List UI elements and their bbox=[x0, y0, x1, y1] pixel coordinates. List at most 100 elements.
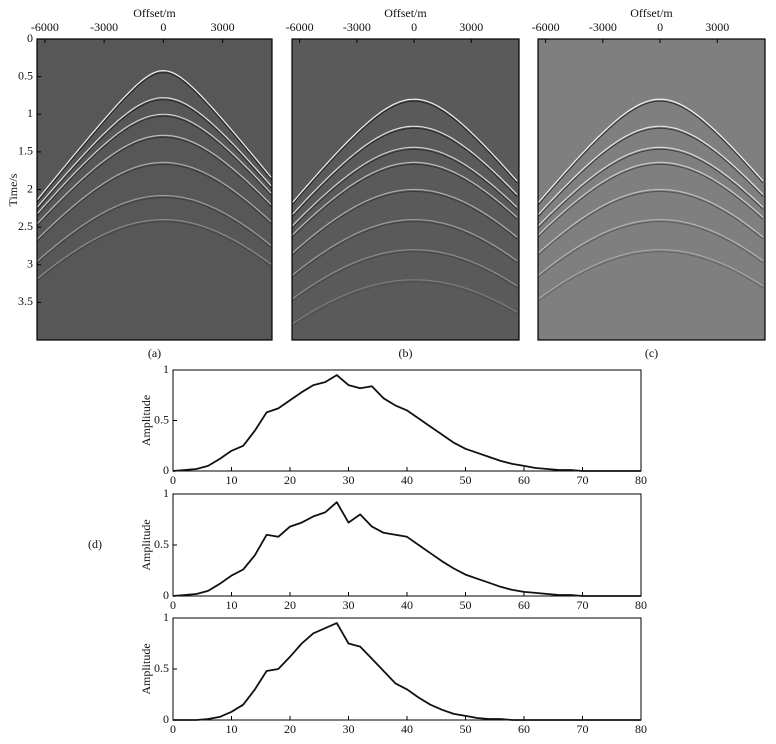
panel-frame bbox=[291, 38, 520, 341]
x-tick-label: 20 bbox=[284, 722, 296, 736]
reflection-event bbox=[36, 219, 272, 280]
y-tick-label: 1.5 bbox=[18, 144, 33, 158]
reflection-event bbox=[36, 196, 272, 264]
spectrum-line bbox=[172, 374, 641, 472]
plot-frame bbox=[172, 369, 642, 472]
reflection-event bbox=[537, 191, 764, 256]
spectrum-line bbox=[172, 501, 641, 597]
x-tick-label: -6000 bbox=[532, 20, 560, 34]
reflection-event bbox=[291, 146, 518, 227]
y-tick-label: 1 bbox=[163, 610, 169, 624]
x-axis-title: Offset/m bbox=[384, 6, 427, 20]
x-tick-label: -3000 bbox=[90, 20, 118, 34]
reflection-event bbox=[537, 188, 764, 254]
x-tick-label: 20 bbox=[284, 598, 296, 612]
x-tick-label: 40 bbox=[401, 473, 413, 487]
x-tick-label: 60 bbox=[518, 598, 530, 612]
reflection-event bbox=[36, 99, 272, 210]
reflection-event bbox=[291, 221, 518, 278]
spectrum-line bbox=[173, 622, 641, 721]
x-tick-label: 10 bbox=[226, 722, 238, 736]
panel-caption: (d) bbox=[88, 537, 102, 551]
x-tick-label: 70 bbox=[577, 722, 589, 736]
x-tick-label: 3000 bbox=[459, 20, 483, 34]
panel-caption: (a) bbox=[148, 346, 161, 360]
x-tick-label: 50 bbox=[460, 598, 472, 612]
x-tick-label: -6000 bbox=[31, 20, 59, 34]
reflection-event bbox=[291, 279, 518, 325]
x-tick-label: 0 bbox=[160, 20, 166, 34]
reflection-event bbox=[537, 98, 764, 204]
reflection-event bbox=[36, 134, 272, 225]
y-tick-label: 0.5 bbox=[154, 412, 169, 426]
y-tick-label: 0.5 bbox=[154, 661, 169, 675]
y-tick-label: 2 bbox=[27, 181, 33, 195]
x-axis-title: Offset/m bbox=[133, 6, 176, 20]
reflection-event bbox=[537, 251, 764, 302]
reflection-event bbox=[291, 219, 518, 276]
x-tick-label: 80 bbox=[635, 598, 647, 612]
x-tick-label: 30 bbox=[343, 473, 355, 487]
x-tick-label: 80 bbox=[635, 473, 647, 487]
reflection-event bbox=[36, 194, 272, 262]
y-tick-label: 0.5 bbox=[18, 68, 33, 82]
x-tick-label: 60 bbox=[518, 473, 530, 487]
reflection-event bbox=[291, 98, 518, 204]
reflection-event bbox=[537, 221, 764, 278]
x-tick-label: -3000 bbox=[589, 20, 617, 34]
reflection-event bbox=[537, 127, 764, 218]
panel-caption: (b) bbox=[399, 346, 413, 360]
x-tick-label: 70 bbox=[577, 473, 589, 487]
reflection-event bbox=[36, 69, 272, 201]
x-tick-label: -3000 bbox=[343, 20, 371, 34]
reflection-event bbox=[291, 148, 518, 229]
y-tick-label: 1 bbox=[27, 106, 33, 120]
seismic-panel bbox=[37, 39, 272, 340]
x-tick-label: 20 bbox=[284, 473, 296, 487]
reflection-event bbox=[537, 219, 764, 276]
x-tick-label: 0 bbox=[170, 598, 176, 612]
y-tick-label: 3 bbox=[27, 257, 33, 271]
panel-caption: (c) bbox=[645, 346, 658, 360]
x-tick-label: -6000 bbox=[286, 20, 314, 34]
panel-frame bbox=[537, 38, 766, 341]
x-tick-label: 80 bbox=[635, 722, 647, 736]
reflection-event bbox=[537, 125, 764, 216]
y-tick-label: 2.5 bbox=[18, 219, 33, 233]
reflection-event bbox=[291, 281, 518, 327]
y-tick-label: 0 bbox=[163, 712, 169, 726]
reflection-event bbox=[537, 146, 764, 227]
reflection-event bbox=[36, 161, 272, 240]
reflection-event bbox=[36, 136, 272, 227]
x-tick-label: 60 bbox=[518, 722, 530, 736]
x-axis-title: Offset/m bbox=[630, 6, 673, 20]
x-tick-label: 30 bbox=[343, 722, 355, 736]
reflection-event bbox=[36, 163, 272, 242]
plot-frame bbox=[172, 493, 642, 597]
reflection-event bbox=[36, 115, 272, 217]
y-tick-label: 3.5 bbox=[18, 294, 33, 308]
x-tick-label: 3000 bbox=[211, 20, 235, 34]
reflection-event bbox=[36, 221, 272, 282]
reflection-event bbox=[537, 148, 764, 229]
reflection-event bbox=[291, 161, 518, 236]
reflection-event bbox=[537, 249, 764, 300]
x-tick-label: 50 bbox=[460, 473, 472, 487]
x-tick-label: 0 bbox=[170, 473, 176, 487]
reflection-event bbox=[537, 161, 764, 236]
x-tick-label: 40 bbox=[401, 598, 413, 612]
reflection-event bbox=[291, 100, 518, 206]
x-tick-label: 0 bbox=[170, 722, 176, 736]
y-tick-label: 1 bbox=[163, 362, 169, 376]
reflection-event bbox=[291, 163, 518, 238]
reflection-event bbox=[36, 72, 272, 203]
reflection-event bbox=[291, 125, 518, 216]
x-tick-label: 10 bbox=[226, 473, 238, 487]
reflection-event bbox=[291, 191, 518, 256]
x-tick-label: 0 bbox=[657, 20, 663, 34]
x-tick-label: 40 bbox=[401, 722, 413, 736]
y-tick-label: 0 bbox=[163, 463, 169, 477]
reflection-event bbox=[291, 249, 518, 300]
reflection-event bbox=[537, 163, 764, 238]
